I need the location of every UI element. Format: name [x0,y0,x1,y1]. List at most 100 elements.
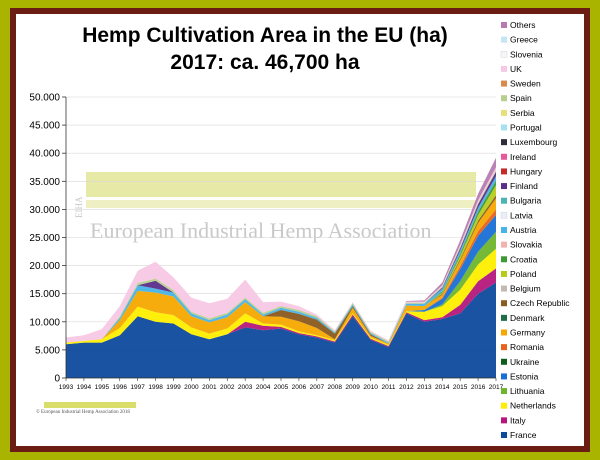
copyright-text: © European Industrial Hemp Association 2… [36,410,130,415]
legend-label-croatia: Croatia [510,254,538,264]
legend-swatch-france [501,432,507,438]
legend-swatch-italy [501,417,507,424]
legend-label-finland: Finland [510,181,538,191]
legend-label-sweden: Sweden [510,79,541,89]
legend-swatch-others [501,22,507,28]
legend-swatch-denmark [501,314,507,321]
x-tick-label: 1993 [59,384,74,391]
legend-swatch-croatia [501,256,507,263]
legend-label-others: Others [510,20,536,30]
legend-label-france: France [510,430,537,440]
legend-swatch-ukraine [501,358,507,365]
legend-label-estonia: Estonia [510,371,539,381]
legend-swatch-latvia [500,212,508,219]
y-tick-label: 50.000 [29,93,60,104]
area-netherlands [66,248,496,346]
watermark-text: European Industrial Hemp Association [90,218,432,243]
mini-logo [44,402,136,408]
legend-swatch-finland [501,183,507,190]
legend-swatch-portugal [501,124,507,131]
legend-label-poland: Poland [510,269,537,279]
legend-label-germany: Germany [510,328,546,338]
legend-swatch-serbia [501,109,507,116]
y-tick-label: 30.000 [29,205,60,216]
x-tick-label: 2014 [435,384,450,391]
title-line-2: 2017: ca. 46,700 ha [170,51,360,74]
legend-swatch-lithuania [501,388,507,395]
x-tick-label: 1994 [77,384,92,391]
legend-label-greece: Greece [510,35,538,45]
legend-swatch-poland [501,270,507,277]
watermark-band [86,172,476,197]
chart-title: Hemp Cultivation Area in the EU (ha) 201… [60,22,470,76]
x-tick-label: 2010 [363,384,378,391]
watermark-band-lower [86,200,476,208]
x-tick-label: 2002 [220,384,235,391]
y-tick-label: 40.000 [29,149,60,160]
legend-label-denmark: Denmark [510,313,545,323]
legend-label-netherlands: Netherlands [510,401,556,411]
x-tick-label: 1999 [166,384,181,391]
legend-swatch-austria [501,227,507,233]
legend-label-slovakia: Slovakia [510,240,542,250]
x-tick-label: 1997 [130,384,145,391]
x-tick-label: 2006 [292,384,307,391]
x-tick-label: 2000 [184,384,199,391]
legend-swatch-bulgaria [501,197,507,204]
y-tick-label: 15.000 [29,289,60,300]
legend-swatch-spain [501,95,507,102]
y-tick-label: 35.000 [29,177,60,188]
y-tick-label: 5.000 [35,345,60,356]
legend-swatch-germany [501,329,507,336]
x-tick-label: 2013 [417,384,432,391]
legend-swatch-slovenia [500,51,508,58]
x-tick-label: 2003 [238,384,253,391]
legend-label-lithuania: Lithuania [510,386,545,396]
title-line-1: Hemp Cultivation Area in the EU (ha) [82,24,448,47]
legend-label-luxembourg: Luxembourg [510,137,558,147]
x-tick-label: 2012 [399,384,414,391]
area-uk [66,167,496,343]
y-tick-label: 20.000 [29,261,60,272]
legend-label-hungary: Hungary [510,166,543,176]
legend-swatch-estonia [501,373,507,380]
legend-swatch-uk [501,65,507,72]
legend-swatch-netherlands [501,402,507,409]
x-tick-label: 2015 [453,384,468,391]
area-czech-republic [66,195,496,344]
legend-swatch-greece [501,36,507,43]
legend-label-latvia: Latvia [510,210,533,220]
x-tick-label: 2016 [471,384,486,391]
legend-label-ireland: Ireland [510,152,536,162]
y-tick-label: 0 [54,374,60,385]
area-france [66,282,496,378]
legend-label-italy: Italy [510,415,526,425]
legend-label-uk: UK [510,64,522,74]
legend-label-romania: Romania [510,342,544,352]
x-tick-label: 2009 [345,384,360,391]
x-tick-label: 2011 [382,384,396,391]
legend-label-spain: Spain [510,93,532,103]
x-tick-label: 1996 [113,384,128,391]
legend-label-austria: Austria [510,225,537,235]
x-tick-label: 2008 [328,384,343,391]
legend-label-slovenia: Slovenia [510,49,543,59]
x-tick-label: 2001 [202,384,217,391]
legend-swatch-hungary [501,168,507,175]
legend-swatch-luxembourg [501,139,507,146]
y-tick-label: 10.000 [29,317,60,328]
x-tick-label: 2004 [256,384,271,391]
legend-label-bulgaria: Bulgaria [510,196,541,206]
x-tick-label: 2005 [274,384,289,391]
legend-label-belgium: Belgium [510,284,541,294]
legend-swatch-romania [501,344,507,351]
x-tick-label: 2007 [310,384,325,391]
legend-label-serbia: Serbia [510,108,535,118]
x-tick-label: 2017 [489,384,504,391]
legend-swatch-belgium [501,285,507,292]
area-germany [66,198,496,345]
legend-swatch-czech-republic [501,300,507,307]
legend-label-ukraine: Ukraine [510,357,540,367]
legend-swatch-ireland [501,153,507,160]
